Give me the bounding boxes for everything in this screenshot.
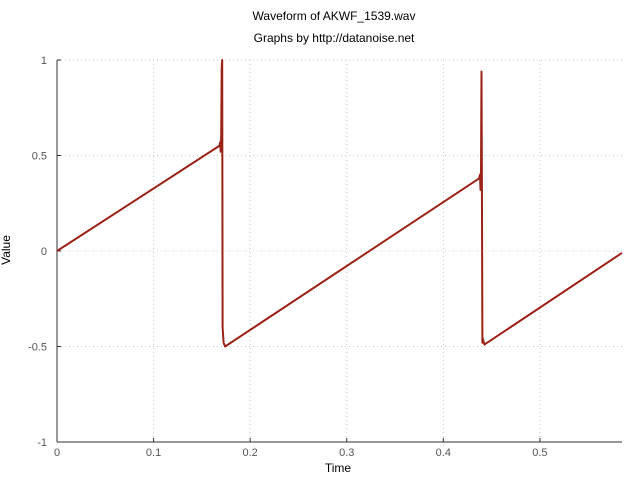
x-tick-label: 0.4: [436, 447, 451, 459]
y-tick-label: 1: [41, 55, 47, 67]
x-tick-label: 0.1: [146, 447, 161, 459]
chart-title: Waveform of AKWF_1539.wav: [253, 9, 416, 23]
x-tick-label: 0.3: [339, 447, 354, 459]
y-axis-label: Value: [0, 235, 13, 265]
y-tick-label: 0.5: [32, 151, 47, 163]
y-tick-label: -0.5: [28, 342, 47, 354]
grid: [56, 59, 622, 443]
series: [56, 59, 623, 348]
x-tick-label: 0.5: [532, 447, 547, 459]
x-tick-label: 0: [54, 447, 60, 459]
x-tick-label: 0.2: [243, 447, 258, 459]
tick-labels: 0 0.1 0.2 0.3 0.4 0.5 1 0.5 0 -0.5 -1: [28, 55, 548, 459]
waveform-series-line: [56, 59, 623, 348]
y-tick-label: 0: [41, 246, 47, 258]
chart-subtitle: Graphs by http://datanoise.net: [254, 31, 415, 45]
x-axis-label: Time: [325, 461, 352, 475]
y-tick-label: -1: [37, 437, 47, 449]
